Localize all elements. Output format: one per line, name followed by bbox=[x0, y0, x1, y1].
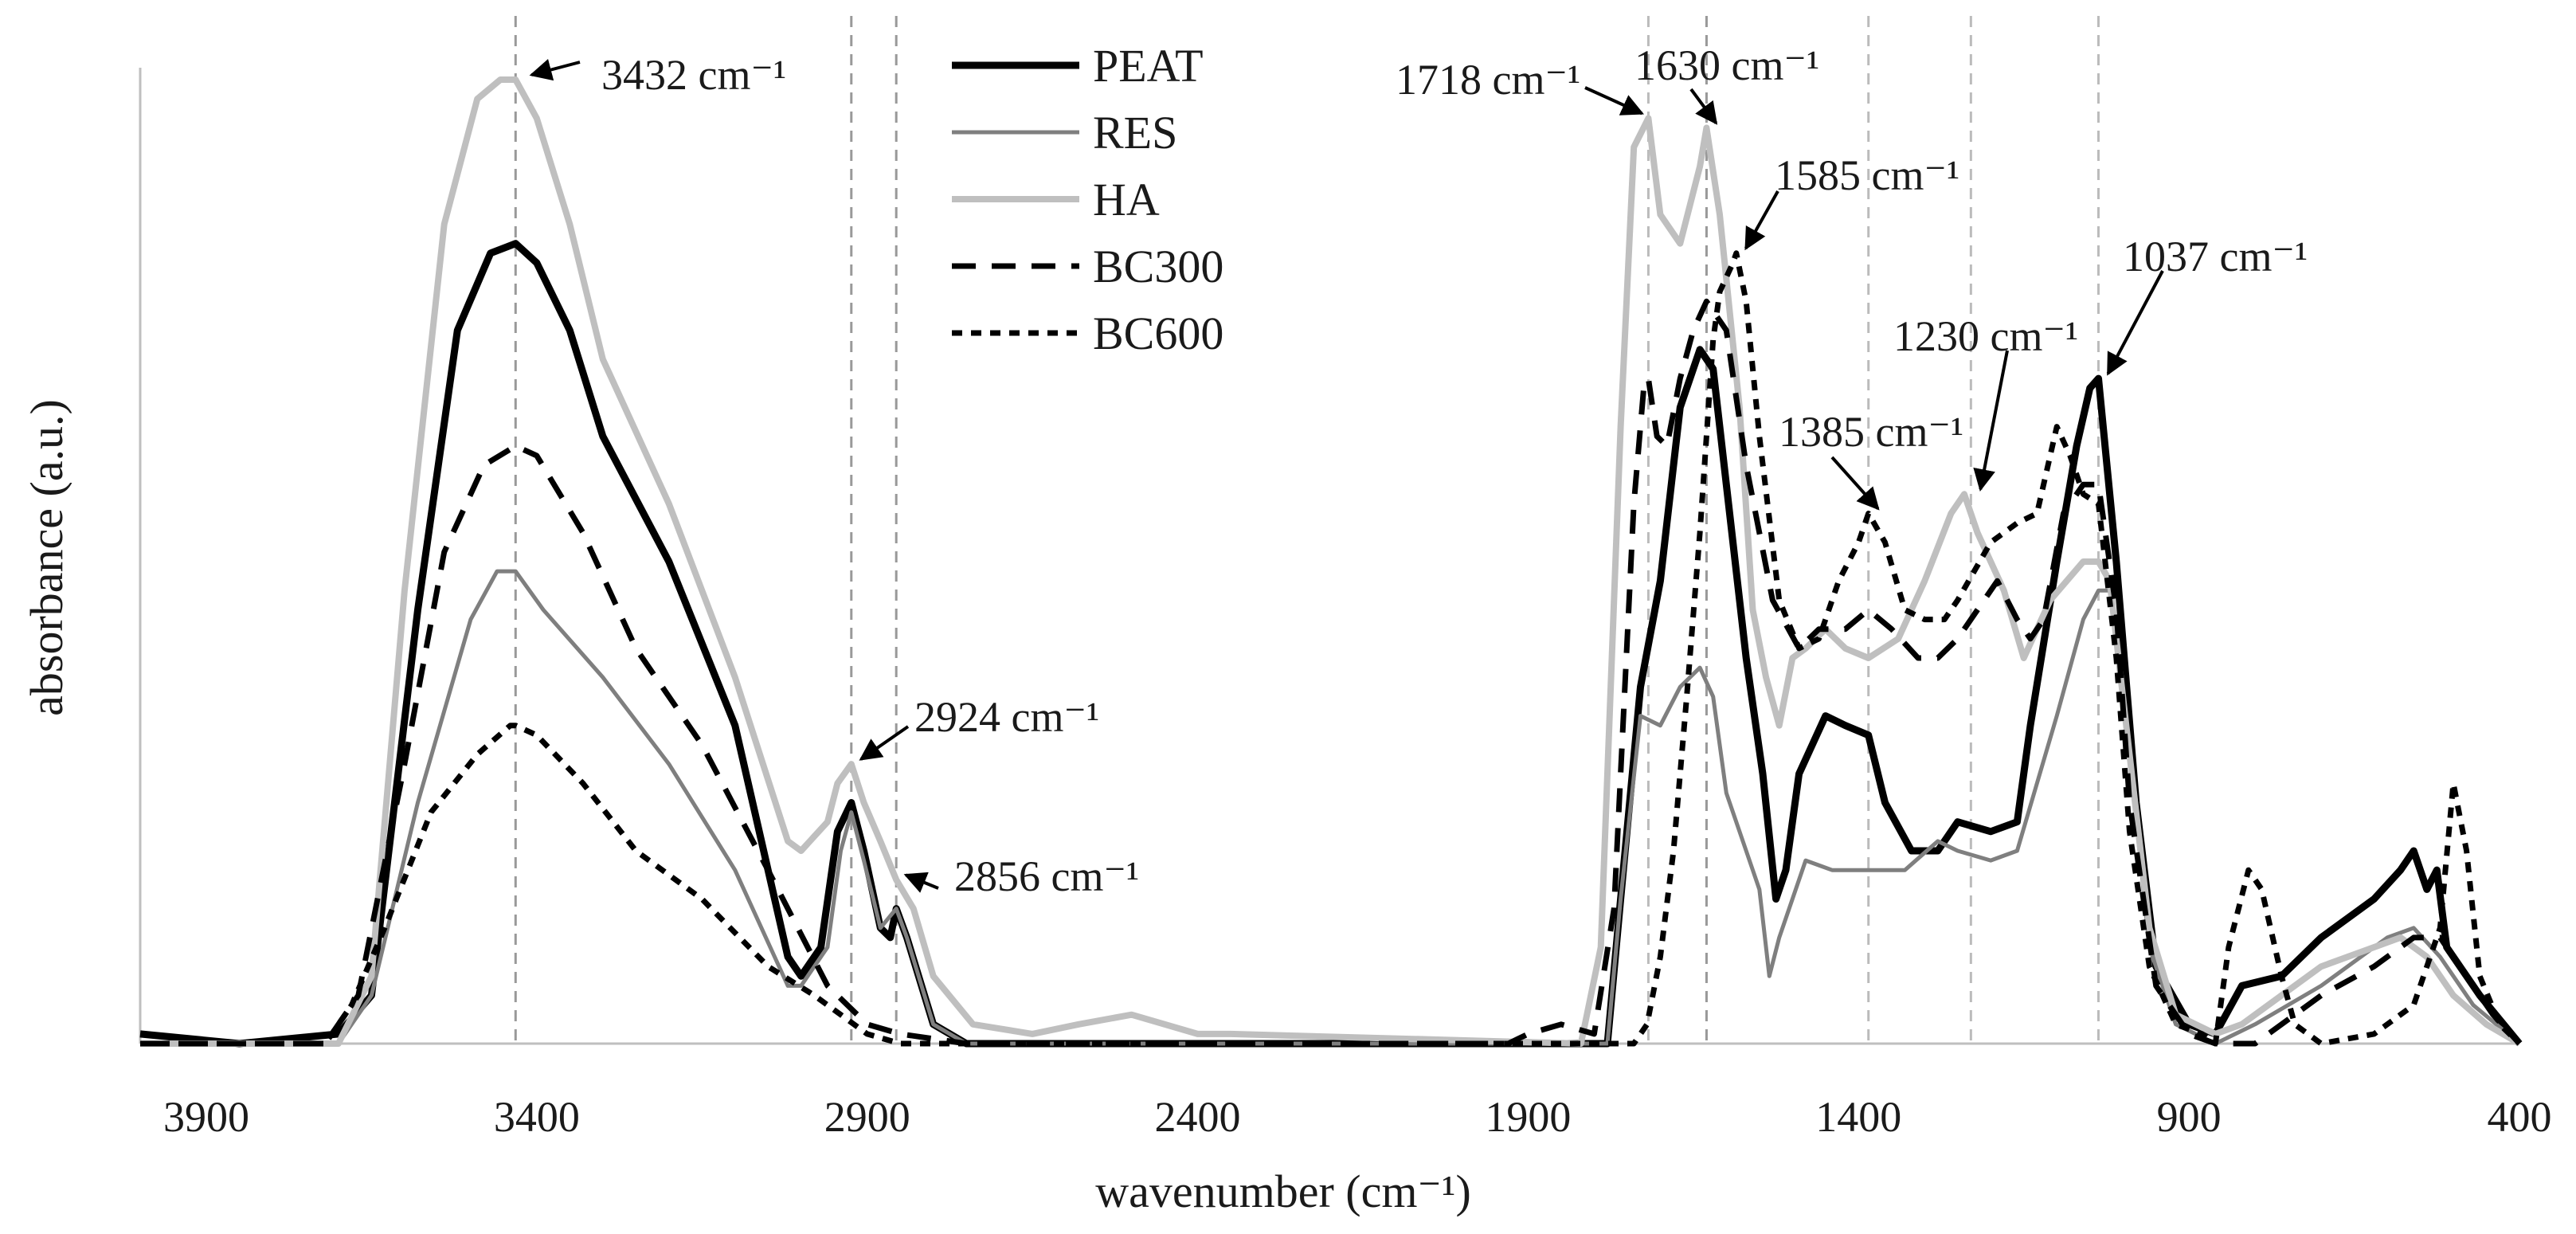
x-tick-label-1900: 1900 bbox=[1485, 1093, 1571, 1141]
annotation-label-1630-cm: 1630 cm⁻¹ bbox=[1634, 41, 1819, 89]
x-tick-label-400: 400 bbox=[2488, 1093, 2552, 1141]
x-tick-label-900: 900 bbox=[2157, 1093, 2222, 1141]
x-axis-title: wavenumber (cm⁻¹) bbox=[1095, 1165, 1471, 1217]
annotation-arrow-1718-cm bbox=[1584, 86, 1644, 116]
legend-label-res: RES bbox=[1093, 107, 1177, 159]
legend-label-ha: HA bbox=[1093, 174, 1160, 225]
x-tick-label-1400: 1400 bbox=[1815, 1093, 1901, 1141]
series-line-bc300 bbox=[140, 298, 2522, 1047]
annotation-label-3432-cm: 3432 cm⁻¹ bbox=[601, 51, 786, 99]
series-line-peat bbox=[139, 240, 2523, 1048]
x-tick-label-2400: 2400 bbox=[1155, 1093, 1241, 1141]
legend-label-bc300: BC300 bbox=[1093, 241, 1223, 292]
annotation-arrow-3432-cm bbox=[529, 59, 581, 81]
annotation-arrow-2856-cm bbox=[903, 872, 939, 893]
series-line-ha bbox=[140, 76, 2522, 1047]
x-tick-label-3400: 3400 bbox=[494, 1093, 580, 1141]
legend: PEAT RES HA BC300 BC600 bbox=[952, 40, 1223, 359]
axes bbox=[139, 68, 2519, 1045]
annotation-arrow-1385-cm bbox=[1830, 456, 1880, 511]
annotation-label-1037-cm: 1037 cm⁻¹ bbox=[2123, 233, 2308, 280]
annotation-label-2856-cm: 2856 cm⁻¹ bbox=[954, 852, 1139, 900]
x-tick-labels: 3900 3400 2900 2400 1900 1400 900 400 bbox=[163, 1093, 2552, 1141]
x-tick-label-3900: 3900 bbox=[163, 1093, 249, 1141]
series-line-bc600 bbox=[140, 250, 2522, 1047]
annotation-arrow-2924-cm bbox=[859, 725, 910, 761]
peak-annotations: 3432 cm⁻¹ 2924 cm⁻¹ 2856 cm⁻¹ 1718 cm⁻¹ 1630… bbox=[529, 41, 2308, 900]
annotation-arrow-1037-cm bbox=[2106, 270, 2164, 376]
x-tick-label-2900: 2900 bbox=[824, 1093, 910, 1141]
legend-label-bc600: BC600 bbox=[1093, 308, 1223, 359]
series-lines bbox=[139, 76, 2523, 1048]
annotation-label-1385-cm: 1385 cm⁻¹ bbox=[1779, 408, 1963, 456]
legend-label-peat: PEAT bbox=[1093, 40, 1204, 92]
annotation-arrow-1230-cm bbox=[1973, 350, 2009, 492]
y-axis-title: absorbance (a.u.) bbox=[21, 399, 72, 716]
annotation-arrow-1630-cm bbox=[1689, 88, 1718, 125]
annotation-label-2924-cm: 2924 cm⁻¹ bbox=[914, 693, 1099, 741]
annotation-label-1585-cm: 1585 cm⁻¹ bbox=[1775, 151, 1959, 199]
annotation-label-1230-cm: 1230 cm⁻¹ bbox=[1893, 312, 2078, 360]
annotation-label-1718-cm: 1718 cm⁻¹ bbox=[1396, 56, 1580, 104]
annotation-arrow-1585-cm bbox=[1744, 190, 1779, 251]
